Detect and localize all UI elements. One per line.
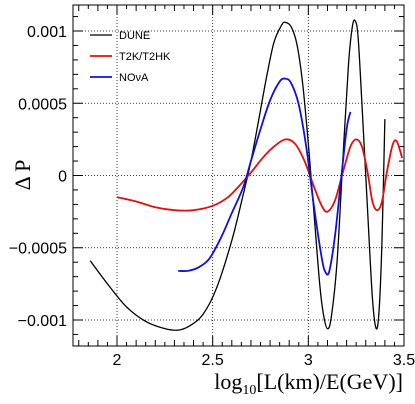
x-axis-label-subscript: 10 — [242, 383, 256, 398]
x-tick-label: 2.5 — [202, 352, 224, 369]
x-axis-label: log10[L(km)/E(GeV)] — [214, 369, 403, 398]
y-tick-label: 0.001 — [27, 24, 67, 41]
series-line-dune — [89, 19, 386, 331]
legend-label-t2k-t2hk: T2K/T2HK — [119, 51, 171, 63]
grid-lines — [73, 5, 405, 346]
series-line-t2k-t2hk — [116, 138, 403, 213]
y-tick-label: −0.0005 — [9, 241, 67, 258]
x-axis-label-main: log — [214, 369, 242, 394]
x-axis-label-rest: [L(km)/E(GeV)] — [256, 369, 403, 394]
x-tick-label: 3.5 — [393, 352, 415, 369]
legend-label-no-a: NOνA — [119, 72, 149, 84]
series-line-no-a — [178, 77, 352, 276]
legend-label-dune: DUNE — [119, 30, 150, 42]
tick-labels: 2 2.5 3 3.5 0.001 0.0005 0 −0.0005 −0.001 — [9, 24, 415, 369]
series-lines — [89, 19, 403, 331]
x-tick-label: 3 — [304, 352, 313, 369]
y-axis-label: Δ P — [10, 160, 35, 191]
y-tick-label: −0.001 — [18, 313, 67, 330]
y-tick-label: 0.0005 — [18, 96, 67, 113]
axis-ticks — [73, 5, 405, 346]
legend: DUNE T2K/T2HK NOνA — [90, 30, 171, 84]
y-tick-label: 0 — [58, 169, 67, 186]
x-tick-label: 2 — [113, 352, 122, 369]
